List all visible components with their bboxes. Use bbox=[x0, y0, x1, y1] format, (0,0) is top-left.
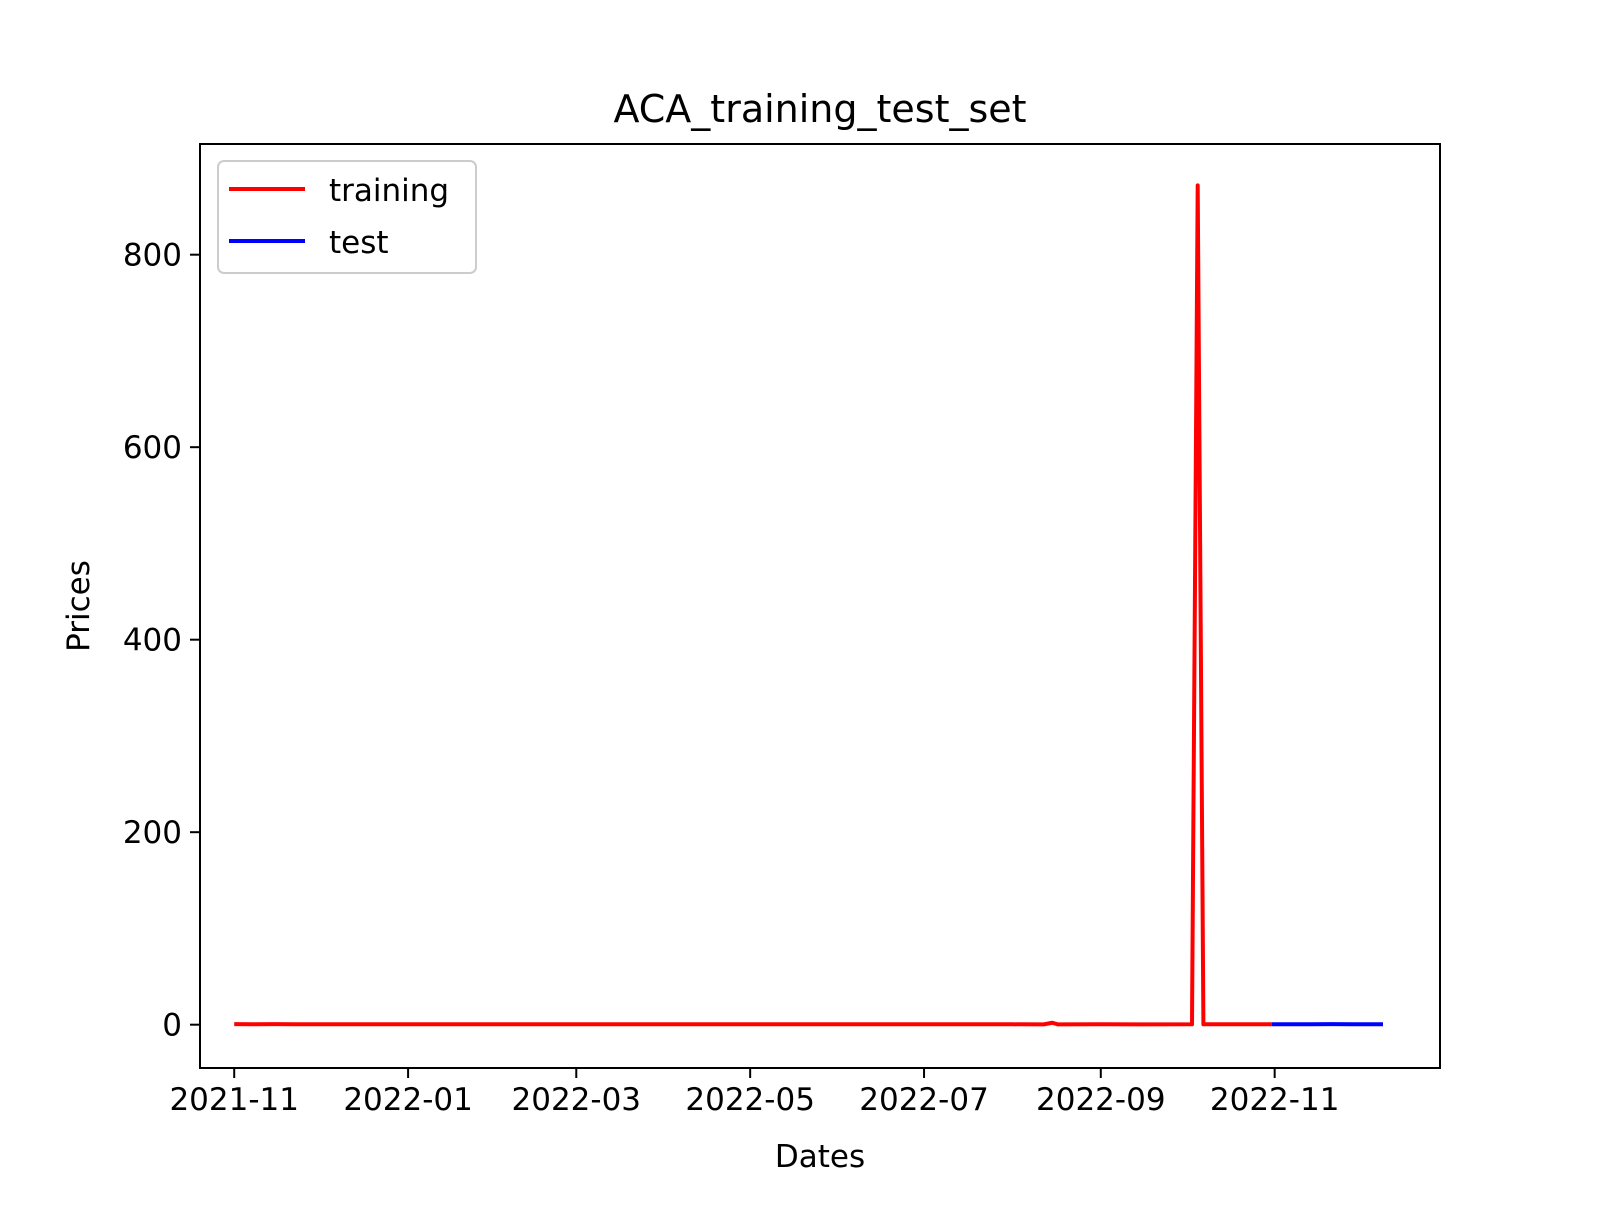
x-tick-label: 2022-05 bbox=[685, 1082, 815, 1118]
legend-label-test: test bbox=[329, 225, 389, 261]
y-axis-label: Prices bbox=[61, 560, 97, 652]
x-tick-label: 2022-09 bbox=[1036, 1082, 1166, 1118]
x-axis-label: Dates bbox=[775, 1139, 865, 1175]
x-tick-label: 2022-11 bbox=[1210, 1082, 1340, 1118]
y-tick-label: 600 bbox=[123, 430, 182, 466]
plot-area bbox=[200, 144, 1440, 1068]
y-tick-label: 0 bbox=[162, 1008, 182, 1044]
y-tick-label: 800 bbox=[123, 238, 182, 274]
legend-label-training: training bbox=[329, 173, 449, 209]
x-tick-label: 2021-11 bbox=[169, 1082, 299, 1118]
chart-title: ACA_training_test_set bbox=[613, 87, 1026, 131]
y-tick-label: 400 bbox=[123, 623, 182, 659]
legend: training test bbox=[218, 161, 476, 273]
y-tick-label: 200 bbox=[123, 815, 182, 851]
x-tick-label: 2022-03 bbox=[512, 1082, 642, 1118]
x-tick-label: 2022-07 bbox=[859, 1082, 989, 1118]
x-tick-label: 2022-01 bbox=[343, 1082, 473, 1118]
